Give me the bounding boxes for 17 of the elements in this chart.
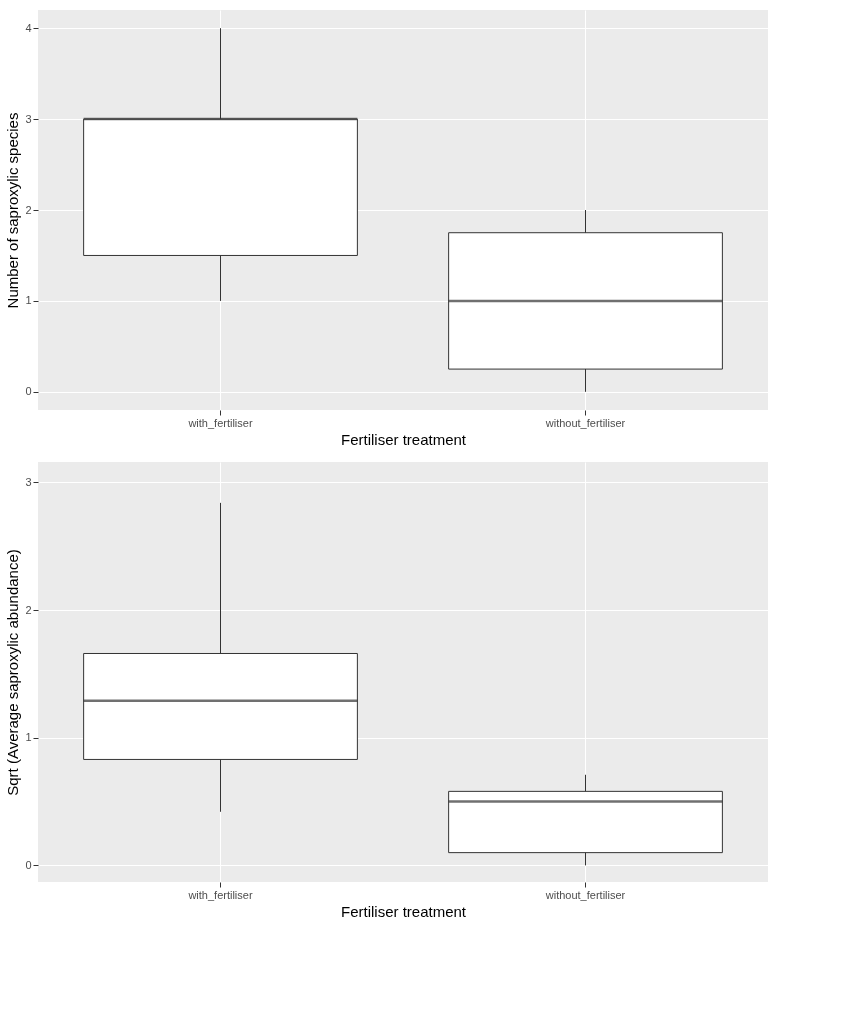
x-tick-label: without_fertiliser bbox=[544, 888, 626, 901]
y-tick-label: 0 bbox=[25, 858, 32, 871]
y-tick-label: 4 bbox=[25, 21, 32, 34]
y-tick-label: 2 bbox=[25, 603, 32, 616]
y-tick-label: 3 bbox=[25, 475, 32, 488]
x-axis-title: Fertiliser treatment bbox=[340, 430, 467, 448]
x-tick-label: without_fertiliser bbox=[544, 416, 626, 429]
x-tick-label: with_fertiliser bbox=[187, 888, 253, 901]
y-axis-title: Sqrt (Average saproxylic abundance) bbox=[4, 549, 22, 796]
y-tick-label: 2 bbox=[25, 203, 32, 216]
x-axis-title: Fertiliser treatment bbox=[340, 902, 467, 920]
y-tick-label: 3 bbox=[25, 112, 32, 125]
y-tick-label: 1 bbox=[25, 731, 32, 744]
x-tick-label: with_fertiliser bbox=[187, 416, 253, 429]
y-tick-label: 1 bbox=[25, 294, 32, 307]
y-tick-label: 0 bbox=[25, 385, 32, 398]
y-axis-title: Number of saproxylic species bbox=[4, 112, 22, 309]
